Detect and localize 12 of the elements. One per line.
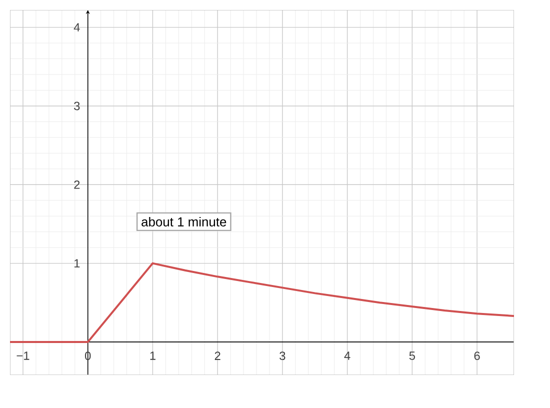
x-tick-label: −1	[16, 352, 30, 360]
x-tick-label: 1	[150, 352, 156, 360]
y-tick-label: 1	[74, 259, 80, 268]
x-tick-label: 6	[474, 352, 480, 360]
x-tick-label: 5	[409, 352, 415, 360]
y-tick-label: 3	[74, 102, 80, 110]
y-tick-label: 2	[74, 180, 80, 189]
x-tick-label: 3	[280, 352, 286, 360]
x-tick-label: 4	[344, 352, 350, 360]
x-tick-label: 2	[214, 352, 220, 360]
y-tick-label: 4	[74, 23, 80, 32]
annotation: about 1 minute	[142, 216, 226, 226]
